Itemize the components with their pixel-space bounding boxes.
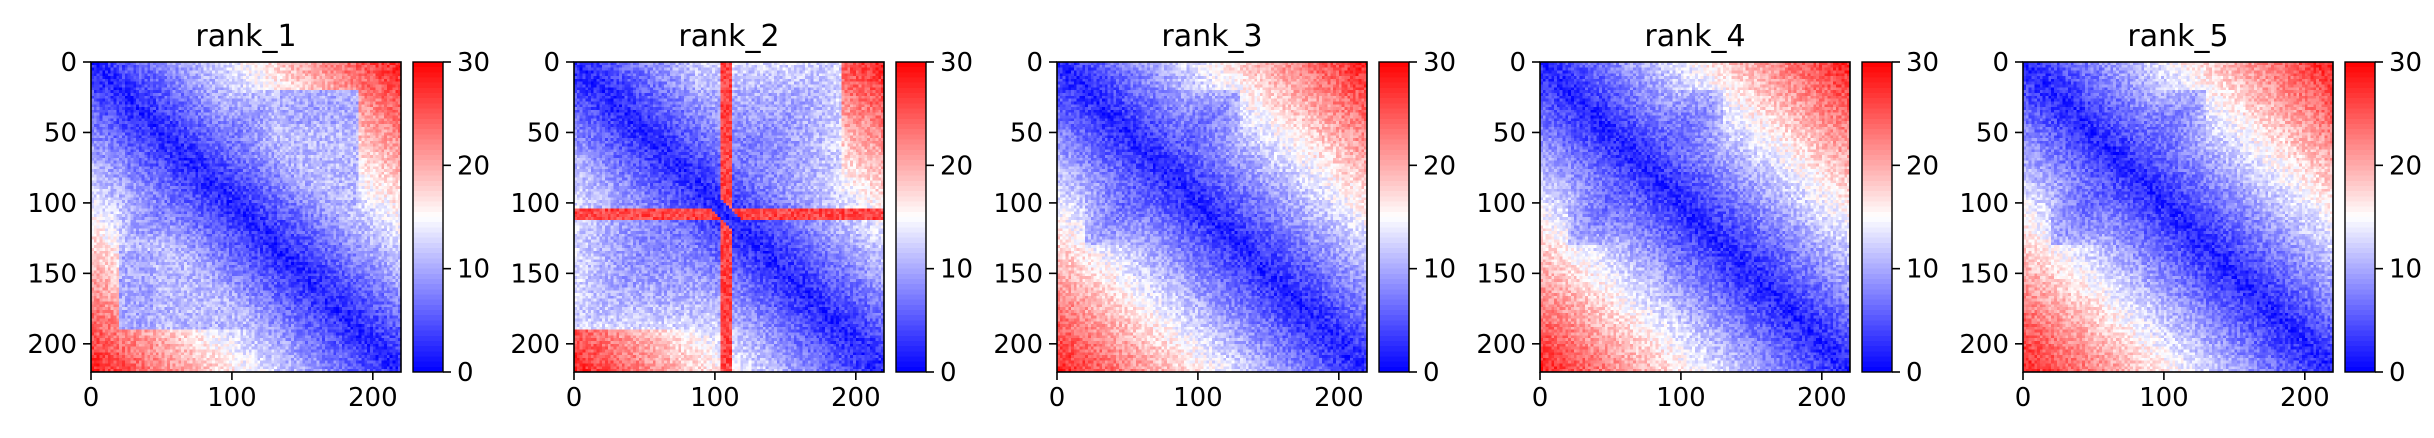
- heatmap-cells: [91, 62, 402, 373]
